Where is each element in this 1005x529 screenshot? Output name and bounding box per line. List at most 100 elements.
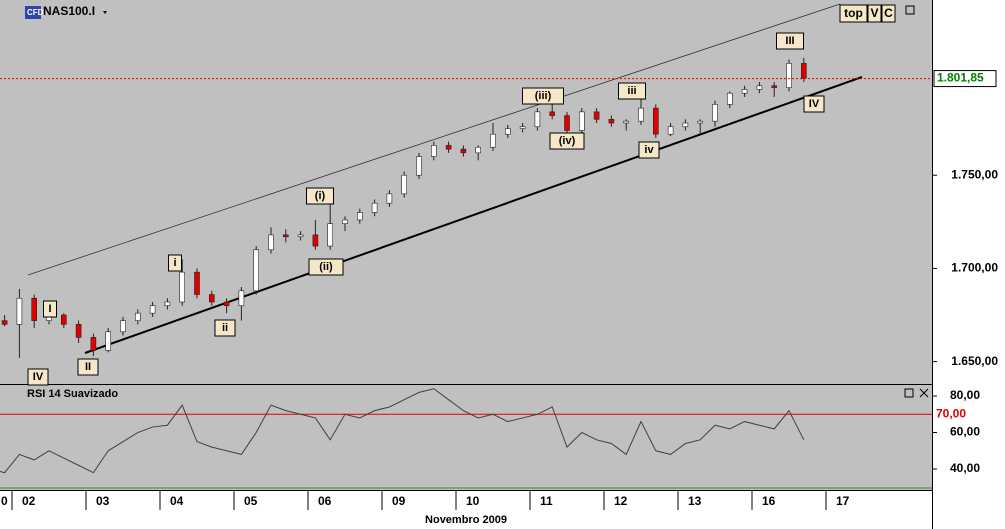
x-tick-label: 11 [540,494,553,508]
x-tick-label: 12 [614,494,628,508]
candle-body [578,111,585,131]
candle-body [75,324,82,338]
candle-body [209,294,215,303]
candle-body [504,128,511,135]
wave-label: II [85,361,91,373]
wave-label-box [214,319,236,337]
channel-line [27,3,841,276]
candle-body [726,92,733,105]
candle-body [667,126,674,135]
candle-body [771,85,778,88]
candle-body [756,85,763,90]
wave-label-box [77,358,99,376]
candle-body [534,111,541,128]
x-tick-label: 02 [22,494,36,508]
candle-body [697,120,704,124]
tool-button[interactable] [839,4,868,23]
candle-body [356,212,363,221]
candle-body [297,234,304,238]
tool-button-label[interactable]: V [870,6,878,20]
wave-label: I [48,303,51,315]
candle-body [16,297,23,325]
wave-label: IV [33,371,44,383]
wave-label: ii [222,322,228,334]
candle-body [549,111,556,116]
wave-label: (i) [315,190,326,202]
candle-body [430,145,437,157]
candle-body [460,148,467,154]
x-tick-label: 0 [1,494,8,508]
candle-body [268,234,274,251]
wave-label-box [618,82,646,100]
x-axis-label: Novembro 2009 [425,514,507,526]
candle-body [282,234,289,238]
candle-body [1,320,8,325]
last-price-label: 1.801,85 [937,71,984,85]
candle-body [371,202,378,213]
close-button[interactable] [919,388,929,398]
maximize-button[interactable] [904,388,914,398]
candle-body [401,174,408,195]
candle-body [60,314,67,325]
candle-body [194,271,200,295]
candle-body [223,301,230,307]
level-label: 70,00 [936,406,966,420]
symbol-icon-text: CFD [27,8,44,17]
rsi-line [0,388,805,474]
candle-body [312,234,319,247]
candle-body [416,156,422,176]
wave-label-box [549,132,585,150]
candle-body [786,63,792,88]
wave-label-box [306,187,334,205]
y-tick-label: 1.650,00 [951,354,998,368]
candle-body [135,312,141,321]
candle-body [475,146,482,154]
candle-body [712,104,718,122]
symbol-icon [25,6,41,19]
wave-label: (ii) [319,261,333,273]
candle-body [120,320,126,333]
candle-body [149,305,156,314]
wave-label: (iii) [535,90,552,102]
x-tick-label: 03 [96,494,110,508]
candle-body [238,290,245,307]
y-tick-label: 80,00 [950,388,980,402]
candle-body [623,120,630,124]
tool-button-label[interactable]: C [884,6,893,20]
wave-label: (iv) [559,135,576,147]
candle-body [105,331,111,351]
candle-body [564,115,570,131]
wave-label-box [803,95,825,113]
candle-body [445,145,452,150]
wave-label: iv [644,144,654,156]
candle-body [519,126,526,129]
wave-label-box [776,32,804,50]
y-tick-label: 40,00 [950,461,980,475]
wave-label-box [308,258,344,276]
candle-body [179,271,185,303]
candle-body [741,89,748,94]
dropdown-arrow[interactable] [103,11,107,14]
tool-button[interactable] [881,4,896,23]
tool-button[interactable] [867,4,882,23]
symbol[interactable]: NAS100.I [43,4,95,18]
wave-label: iii [627,85,636,97]
wave-label-box [638,141,660,159]
trend-line [84,76,863,354]
maximize-button[interactable] [905,5,915,15]
candle-body [800,63,807,79]
tool-button-label[interactable]: top [844,6,863,20]
x-tick-label: 06 [318,494,332,508]
candle-body [342,219,348,224]
x-tick-label: 04 [170,494,184,508]
candle-body [593,111,600,120]
candle-body [253,249,259,292]
candle-body [652,107,659,135]
x-tick-label: 05 [244,494,258,508]
candle-body [682,122,689,128]
x-tick-label: 17 [836,494,850,508]
y-tick-label: 60,00 [950,425,980,439]
candle-body [164,301,171,307]
indicator-title[interactable]: RSI 14 Suavizado [27,388,118,400]
